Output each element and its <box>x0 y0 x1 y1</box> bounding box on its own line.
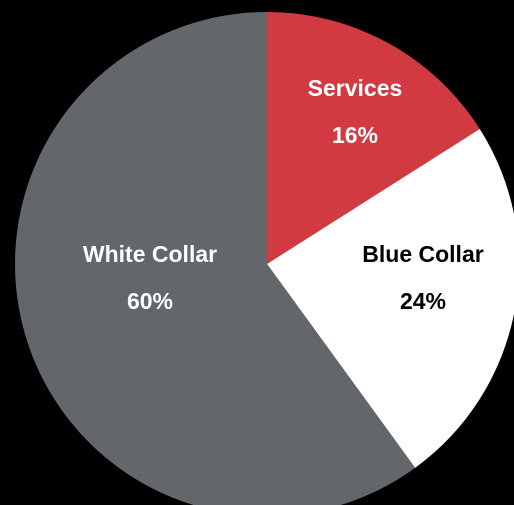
slice-percent-label: 24% <box>400 288 446 314</box>
pie-labels: Services 16% Blue Collar 24% White Collar 60% <box>83 75 484 314</box>
pie-slice-white-collar <box>14 12 416 505</box>
slice-percent-label: 16% <box>332 122 378 148</box>
slice-percent-label: 60% <box>127 288 173 314</box>
slice-category-label: Blue Collar <box>362 241 483 267</box>
pie-slice-blue-collar <box>267 128 514 468</box>
pie-slice-services <box>267 12 480 264</box>
slice-category-label: Services <box>308 75 403 101</box>
slice-category-label: White Collar <box>83 241 217 267</box>
pie-slices <box>14 12 514 505</box>
